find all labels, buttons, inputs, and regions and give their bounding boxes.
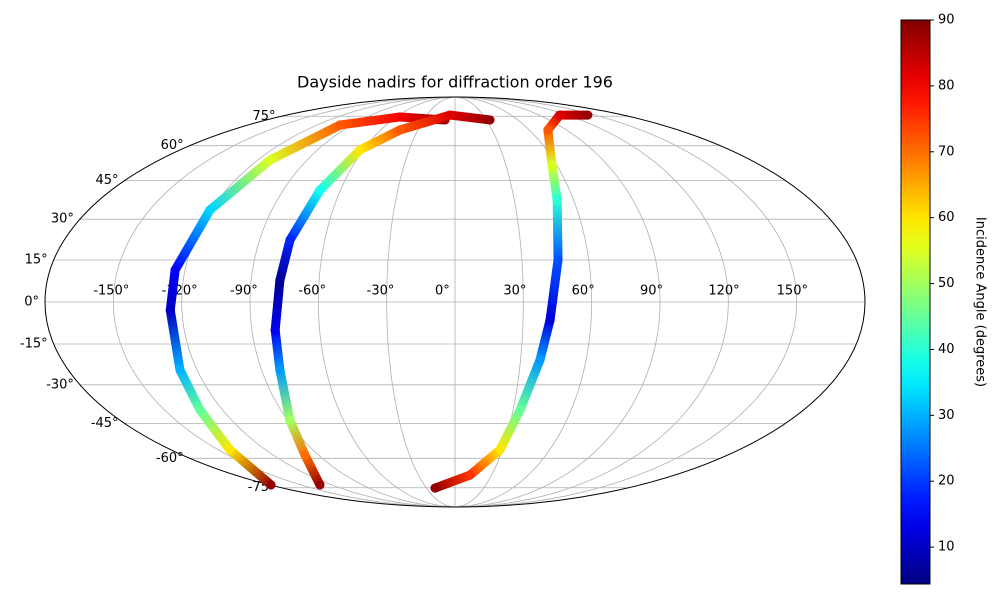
point bbox=[225, 445, 235, 455]
point bbox=[285, 415, 295, 425]
y-tick-label: 60° bbox=[161, 138, 184, 153]
y-tick-label: 75° bbox=[252, 109, 275, 124]
track-segment bbox=[270, 275, 285, 335]
map-boundary bbox=[44, 96, 866, 508]
x-tick-label: 60° bbox=[572, 284, 595, 299]
point bbox=[175, 365, 185, 375]
x-tick-label: -30° bbox=[367, 284, 395, 299]
point bbox=[495, 445, 505, 455]
point bbox=[547, 160, 557, 170]
colorbar-tick-label: 70 bbox=[938, 144, 955, 159]
track-segment bbox=[315, 145, 365, 195]
colorbar bbox=[900, 19, 931, 585]
track-segment bbox=[275, 365, 295, 425]
colorbar-tick-label: 80 bbox=[938, 78, 955, 93]
chart-title: Dayside nadirs for diffraction order 196 bbox=[297, 73, 613, 92]
point bbox=[543, 125, 553, 135]
point bbox=[170, 265, 180, 275]
track-segment bbox=[515, 355, 545, 415]
point bbox=[583, 110, 593, 120]
x-tick-label: -60° bbox=[298, 284, 326, 299]
track-segment bbox=[165, 265, 180, 315]
track-segment bbox=[270, 325, 285, 375]
track-segment bbox=[275, 235, 295, 285]
point bbox=[465, 470, 475, 480]
y-tick-label: 30° bbox=[51, 212, 74, 227]
track-segment bbox=[165, 305, 185, 375]
colorbar-label: Incidence Angle (degrees) bbox=[973, 217, 988, 387]
point bbox=[195, 405, 205, 415]
track-segment bbox=[265, 120, 345, 165]
x-tick-label: 120° bbox=[708, 284, 739, 299]
point bbox=[266, 480, 276, 490]
point bbox=[395, 125, 405, 135]
point bbox=[552, 195, 562, 205]
track-segment bbox=[445, 110, 495, 125]
point bbox=[265, 155, 275, 165]
point bbox=[430, 483, 440, 493]
point bbox=[205, 205, 215, 215]
colorbar-tick-label: 40 bbox=[938, 342, 955, 357]
track-segment bbox=[195, 405, 235, 455]
y-tick-label: -30° bbox=[46, 377, 74, 392]
point bbox=[515, 405, 525, 415]
track-segment bbox=[300, 450, 325, 490]
track-segment bbox=[205, 155, 275, 215]
x-tick-label: -120° bbox=[162, 284, 198, 299]
track-segment bbox=[395, 110, 455, 135]
point bbox=[270, 325, 280, 335]
track-segment bbox=[543, 125, 557, 170]
point bbox=[275, 275, 285, 285]
x-tick-label: -90° bbox=[230, 284, 258, 299]
y-tick-label: -60° bbox=[156, 451, 184, 466]
point bbox=[485, 115, 495, 125]
colorbar-tick-label: 90 bbox=[938, 13, 955, 28]
track-segment bbox=[285, 185, 325, 245]
track-segment bbox=[465, 445, 505, 480]
colorbar-tick-label: 20 bbox=[938, 474, 955, 489]
track-segment bbox=[545, 255, 563, 325]
point bbox=[315, 480, 325, 490]
x-tick-label: 30° bbox=[503, 284, 526, 299]
colorbar-tick-label: 60 bbox=[938, 210, 955, 225]
track-segment bbox=[175, 365, 205, 415]
track-segment bbox=[285, 415, 310, 460]
point bbox=[315, 185, 325, 195]
point bbox=[545, 315, 555, 325]
x-tick-label: 0° bbox=[435, 284, 450, 299]
point bbox=[553, 255, 563, 265]
y-tick-label: -15° bbox=[20, 336, 48, 351]
point bbox=[300, 450, 310, 460]
point bbox=[445, 110, 455, 120]
y-tick-label: -45° bbox=[91, 416, 119, 431]
track-segment bbox=[552, 195, 563, 265]
y-tick-label: 15° bbox=[25, 253, 48, 268]
x-tick-label: 90° bbox=[640, 284, 663, 299]
point bbox=[555, 110, 565, 120]
track-segment bbox=[430, 470, 475, 493]
point bbox=[275, 365, 285, 375]
track-segment bbox=[225, 445, 276, 490]
colorbar-tick-label: 10 bbox=[938, 540, 955, 555]
colorbar-tick-label: 30 bbox=[938, 408, 955, 423]
point bbox=[285, 235, 295, 245]
track-segment bbox=[495, 405, 525, 455]
track-segment bbox=[355, 125, 405, 155]
track-segment bbox=[547, 160, 562, 205]
x-tick-label: -150° bbox=[93, 284, 129, 299]
track-segment bbox=[335, 112, 405, 130]
x-tick-label: 150° bbox=[777, 284, 808, 299]
point bbox=[335, 120, 345, 130]
y-tick-label: 45° bbox=[96, 173, 119, 188]
y-tick-label: 0° bbox=[24, 295, 39, 310]
point bbox=[165, 305, 175, 315]
point bbox=[395, 112, 405, 122]
track-segment bbox=[170, 205, 215, 275]
point bbox=[535, 355, 545, 365]
colorbar-tick-label: 50 bbox=[938, 276, 955, 291]
track-segment bbox=[535, 315, 555, 365]
point bbox=[355, 145, 365, 155]
